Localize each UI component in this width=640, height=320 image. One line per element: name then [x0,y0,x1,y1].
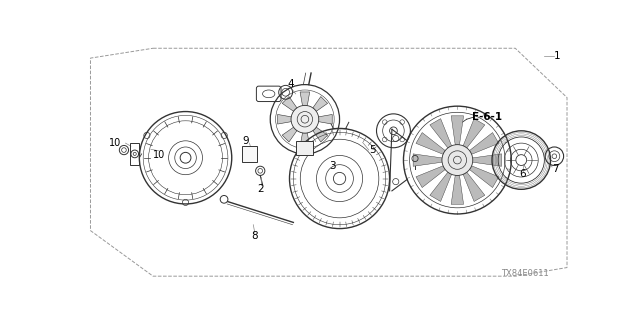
Text: 7: 7 [552,164,559,174]
Text: 9: 9 [243,136,249,146]
Text: 10: 10 [152,150,164,160]
Polygon shape [300,133,310,147]
Polygon shape [313,127,328,142]
Text: 5: 5 [369,145,376,155]
Polygon shape [470,166,499,188]
Polygon shape [472,154,502,166]
Polygon shape [463,172,485,202]
Text: 10: 10 [109,138,121,148]
Polygon shape [319,115,332,124]
Text: E-6-1: E-6-1 [472,112,502,122]
Circle shape [300,146,303,149]
Polygon shape [282,127,297,142]
Text: 3: 3 [330,161,336,171]
Text: 2: 2 [258,184,264,194]
Polygon shape [470,132,499,154]
Circle shape [307,146,310,149]
FancyBboxPatch shape [296,141,314,155]
Polygon shape [282,97,297,111]
Polygon shape [430,172,452,202]
FancyBboxPatch shape [242,146,257,162]
Polygon shape [430,119,452,148]
Polygon shape [451,116,463,145]
Polygon shape [278,115,291,124]
Polygon shape [451,175,463,204]
Circle shape [303,146,307,149]
Text: 4: 4 [287,79,294,89]
Text: 8: 8 [252,231,258,241]
Polygon shape [413,154,442,166]
Polygon shape [416,132,445,154]
Polygon shape [300,92,310,106]
Circle shape [442,145,473,175]
Polygon shape [416,166,445,188]
Text: 1: 1 [554,51,560,61]
Text: TX84E0611: TX84E0611 [501,269,549,278]
Polygon shape [313,97,328,111]
Text: 6: 6 [520,169,526,179]
Polygon shape [463,119,485,148]
Circle shape [291,105,319,133]
